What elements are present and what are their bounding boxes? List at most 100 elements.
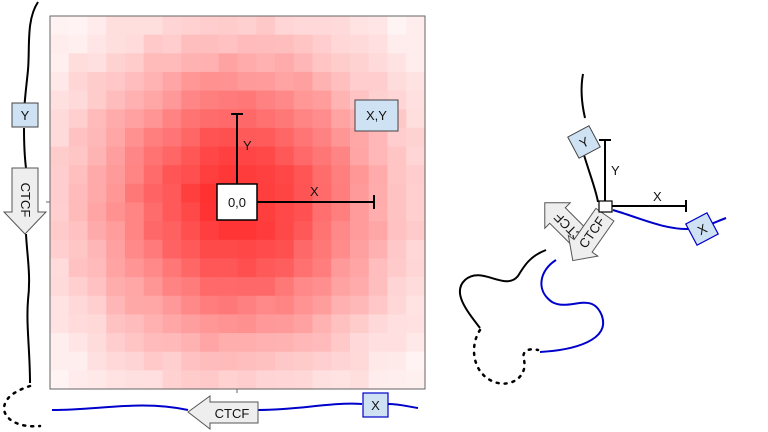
- heatmap-cell: [331, 109, 351, 129]
- heatmap-cell: [181, 370, 201, 390]
- heatmap-cell: [237, 295, 257, 315]
- heatmap-cell: [87, 221, 107, 241]
- heatmap-cell: [68, 16, 89, 36]
- heatmap-cell: [368, 127, 389, 148]
- heatmap-cell: [87, 314, 107, 334]
- heatmap-cell: [275, 370, 295, 390]
- heatmap-cell: [350, 351, 370, 371]
- heatmap-cell: [387, 202, 407, 222]
- heatmap-cell: [406, 239, 426, 260]
- heatmap-cell: [293, 109, 314, 129]
- heatmap-cell: [293, 295, 314, 315]
- heatmap-cell: [406, 295, 426, 315]
- heatmap-cell: [68, 90, 89, 110]
- heatmap-cell: [331, 71, 351, 92]
- heatmap-cell: [387, 370, 407, 390]
- heatmap-cell: [200, 221, 220, 241]
- heatmap-cell: [350, 127, 370, 148]
- heatmap-cell: [218, 351, 239, 371]
- heatmap-cell: [350, 295, 370, 315]
- heatmap-cell: [312, 146, 332, 166]
- heatmap-cell: [275, 16, 295, 36]
- offset-y-bar: Y: [231, 113, 252, 184]
- heatmap-cell: [162, 333, 182, 353]
- heatmap-cell: [368, 239, 389, 260]
- heatmap-cell: [200, 183, 220, 204]
- heatmap-cell: [200, 351, 220, 371]
- heatmap-cell: [237, 333, 257, 353]
- heatmap-cell: [218, 277, 239, 297]
- heatmap-cell: [331, 221, 351, 241]
- heatmap-cell: [387, 314, 407, 334]
- heatmap-cell: [312, 109, 332, 129]
- heatmap-cell: [406, 277, 426, 297]
- heatmap-cell: [387, 221, 407, 241]
- heatmap-cell: [256, 295, 276, 315]
- heatmap-cell: [125, 277, 145, 297]
- heatmap-cell: [293, 202, 314, 222]
- heatmap-cell: [87, 127, 107, 148]
- offset-y-label: Y: [243, 138, 252, 153]
- heatmap-cell: [106, 183, 126, 204]
- heatmap-cell: [162, 165, 182, 185]
- heatmap-cell: [331, 127, 351, 148]
- heatmap-cell: [87, 16, 107, 36]
- heatmap-cell: [237, 90, 257, 110]
- heatmap-cell: [406, 71, 426, 92]
- heatmap-cell: [331, 277, 351, 297]
- heatmap-cell: [293, 258, 314, 278]
- heatmap-cell: [293, 127, 314, 148]
- heatmap-cell: [87, 239, 107, 260]
- heatmap-cell: [256, 202, 276, 222]
- heatmap-cell: [218, 165, 239, 185]
- heatmap-cell: [181, 351, 201, 371]
- heatmap-cell: [350, 277, 370, 297]
- heatmap-cell: [293, 34, 314, 54]
- heatmap-cell: [87, 53, 107, 73]
- heatmap-cell: [237, 351, 257, 371]
- heatmap-cell: [406, 146, 426, 166]
- heatmap-cell: [106, 109, 126, 129]
- heatmap-cell: [87, 109, 107, 129]
- heatmap-cell: [181, 314, 201, 334]
- vertical-chain-top: [23, 1, 39, 117]
- anchor-y-box: Y: [11, 102, 39, 128]
- heatmap-cell: [162, 221, 182, 241]
- heatmap-cell: [162, 183, 182, 204]
- heatmap-cell: [406, 165, 426, 185]
- heatmap-cell: [275, 53, 295, 73]
- heatmap-cell: [237, 146, 257, 166]
- heatmap-cell: [237, 71, 257, 92]
- heatmap-cell: [143, 127, 164, 148]
- heatmap-cell: [87, 71, 107, 92]
- heatmap-cell: [275, 277, 295, 297]
- heatmap-cell: [143, 146, 164, 166]
- ctcf-vertical-arrow: CTCF: [2, 167, 48, 235]
- heatmap-cell: [256, 239, 276, 260]
- heatmap-cell: [68, 127, 89, 148]
- heatmap-cell: [50, 109, 70, 129]
- heatmap-cell: [200, 146, 220, 166]
- heatmap-cell: [87, 165, 107, 185]
- heatmap-cell: [106, 127, 126, 148]
- heatmap-cell: [275, 239, 295, 260]
- heatmap-cell: [237, 277, 257, 297]
- heatmap-cell: [275, 333, 295, 353]
- heatmap-cell: [368, 258, 389, 278]
- heatmap-cell: [181, 71, 201, 92]
- heatmap-cell: [106, 333, 126, 353]
- heatmap-cell: [87, 370, 107, 390]
- heatmap-cell: [237, 221, 257, 241]
- heatmap-cell: [106, 295, 126, 315]
- heatmap-cell: [162, 314, 182, 334]
- heatmap-cell: [331, 239, 351, 260]
- right-offset-x-bar: X: [605, 189, 687, 212]
- heatmap-cell: [143, 183, 164, 204]
- heatmap-cell: [143, 109, 164, 129]
- heatmap-cell: [237, 127, 257, 148]
- heatmap-cell: [406, 333, 426, 353]
- heatmap-cell: [275, 351, 295, 371]
- heatmap-cell: [68, 295, 89, 315]
- heatmap-cell: [68, 202, 89, 222]
- heatmap-cell: [275, 258, 295, 278]
